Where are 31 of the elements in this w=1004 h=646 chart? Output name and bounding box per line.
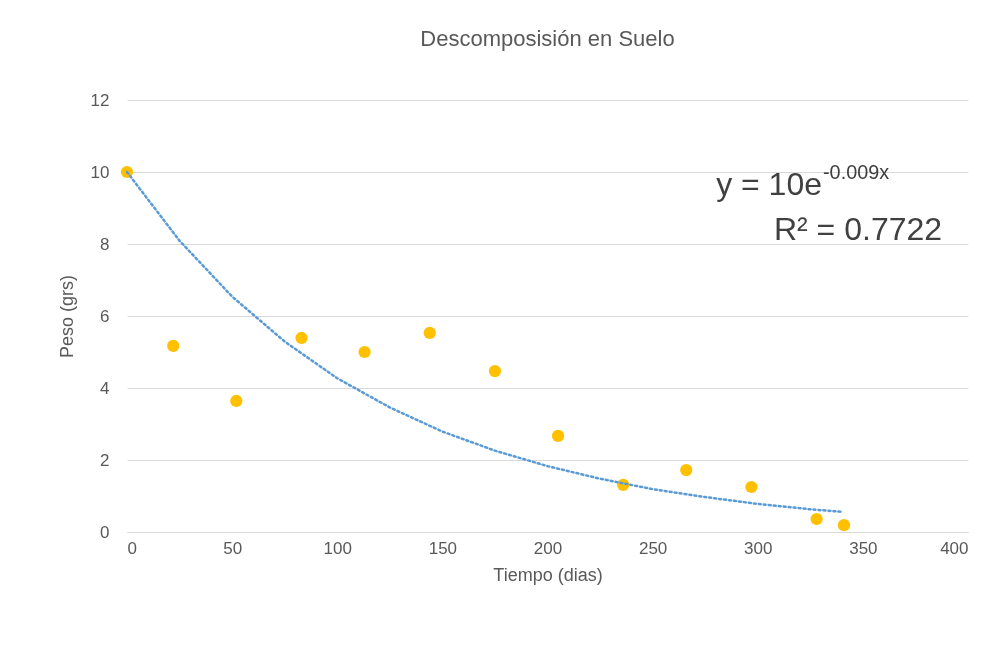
x-tick-label: 100 [323, 538, 352, 558]
point [230, 394, 243, 408]
x-tick-label: 300 [744, 538, 773, 558]
y-axis-title: Peso (grs) [56, 274, 77, 359]
point [680, 463, 693, 477]
y-tick-label: 0 [100, 522, 110, 542]
point [488, 364, 502, 378]
x-tick-label: 50 [223, 538, 243, 558]
point [358, 345, 371, 359]
x-tick-label: 200 [533, 538, 563, 558]
y-tick-label: 12 [90, 90, 110, 110]
point [810, 512, 823, 526]
chart-title: Descomposisión en Suelo [420, 26, 675, 51]
y-tick-label: 6 [100, 306, 110, 326]
x-axis-title: Tiempo (dias) [493, 564, 603, 585]
y-tick-label: 10 [90, 162, 110, 182]
annotation: R² = 0.7722 [773, 211, 943, 247]
x-tick-label: 250 [638, 538, 668, 558]
x-tick-label: 350 [849, 538, 878, 558]
x-tick-label: 150 [428, 538, 458, 558]
y-tick-label: 4 [100, 378, 110, 398]
x-tick-label: 400 [940, 538, 969, 558]
point [295, 331, 308, 345]
point [551, 429, 565, 442]
y-tick-label: 8 [100, 234, 110, 254]
point [167, 339, 180, 352]
point [423, 326, 436, 340]
y-tick-label: 2 [100, 450, 110, 470]
point [745, 480, 758, 494]
point [837, 519, 851, 532]
x-tick-label: 0 [127, 538, 137, 558]
